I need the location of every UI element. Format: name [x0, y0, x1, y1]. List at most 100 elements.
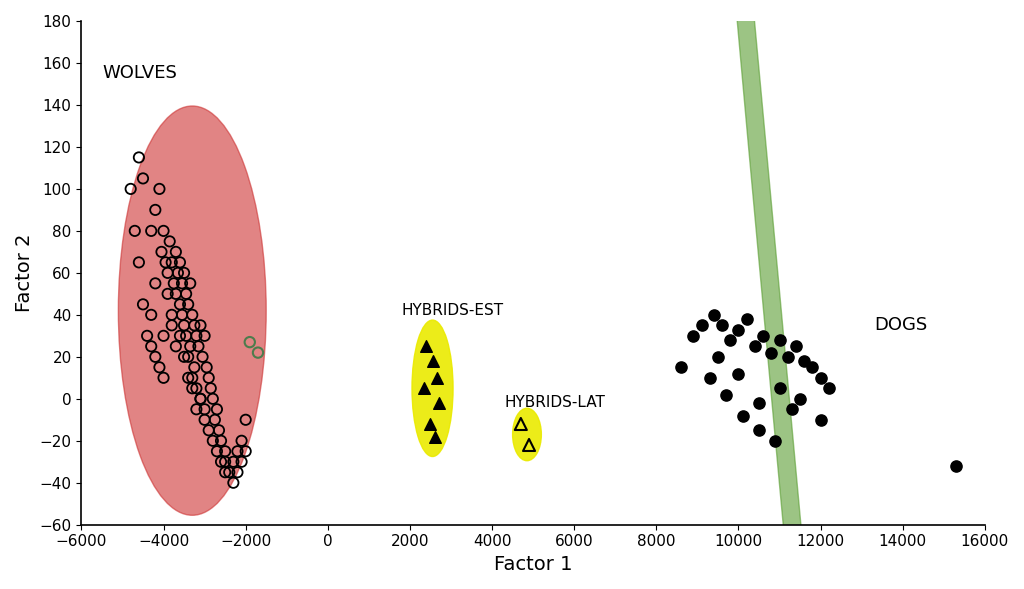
Y-axis label: Factor 2: Factor 2 [15, 234, 34, 312]
Point [763, 348, 779, 358]
Point [123, 184, 139, 194]
Point [693, 320, 710, 330]
Point [428, 373, 444, 382]
Point [225, 478, 242, 488]
Point [164, 257, 180, 267]
Point [779, 352, 796, 362]
Point [168, 289, 184, 299]
Point [156, 331, 172, 340]
Point [221, 468, 238, 477]
Point [207, 415, 223, 425]
Point [211, 426, 227, 435]
Point [229, 468, 246, 477]
Point [127, 226, 143, 236]
Point [178, 289, 195, 299]
Point [820, 383, 837, 393]
Ellipse shape [629, 0, 930, 589]
Point [164, 310, 180, 320]
Point [166, 279, 182, 288]
Point [734, 411, 751, 421]
Point [201, 426, 217, 435]
Point [426, 432, 442, 441]
Point [180, 352, 197, 362]
Point [188, 383, 205, 393]
Point [242, 337, 258, 347]
Point [209, 405, 225, 414]
X-axis label: Factor 1: Factor 1 [494, 555, 572, 574]
Point [158, 257, 174, 267]
Point [948, 461, 965, 471]
Point [746, 342, 763, 351]
Point [238, 415, 254, 425]
Point [135, 174, 152, 183]
Point [722, 335, 738, 345]
Point [730, 369, 746, 378]
Point [213, 436, 229, 445]
Text: HYBRIDS-EST: HYBRIDS-EST [401, 303, 504, 318]
Text: DOGS: DOGS [874, 316, 928, 335]
Point [147, 352, 164, 362]
Point [156, 226, 172, 236]
Point [233, 436, 250, 445]
Point [186, 363, 203, 372]
Point [233, 457, 250, 466]
Point [422, 419, 438, 429]
Point [197, 405, 213, 414]
Point [250, 348, 266, 358]
Point [176, 268, 193, 277]
Ellipse shape [412, 320, 453, 456]
Point [170, 268, 186, 277]
Point [730, 325, 746, 334]
Point [430, 398, 446, 408]
Point [217, 457, 233, 466]
Point [201, 373, 217, 382]
Point [792, 394, 808, 403]
Point [143, 310, 160, 320]
Text: HYBRIDS-LAT: HYBRIDS-LAT [505, 395, 605, 411]
Point [164, 320, 180, 330]
Point [812, 373, 828, 382]
Point [751, 398, 767, 408]
Point [225, 457, 242, 466]
Point [205, 436, 221, 445]
Point [197, 331, 213, 340]
Point [203, 383, 219, 393]
Point [162, 237, 178, 246]
Point [190, 342, 207, 351]
Point [783, 405, 800, 414]
Point [424, 356, 440, 366]
Point [139, 331, 156, 340]
Point [147, 279, 164, 288]
Point [143, 342, 160, 351]
Point [188, 331, 205, 340]
Point [751, 426, 767, 435]
Point [184, 310, 201, 320]
Point [685, 331, 701, 340]
Point [513, 419, 529, 429]
Point [418, 342, 434, 351]
Point [147, 205, 164, 214]
Point [205, 394, 221, 403]
Point [755, 331, 771, 340]
Point [184, 373, 201, 382]
Point [176, 320, 193, 330]
Point [172, 300, 188, 309]
Point [131, 153, 147, 162]
Point [238, 446, 254, 456]
Point [804, 363, 820, 372]
Point [217, 446, 233, 456]
Point [174, 310, 190, 320]
Point [673, 363, 689, 372]
Point [193, 394, 209, 403]
Point [172, 257, 188, 267]
Point [156, 373, 172, 382]
Point [168, 247, 184, 257]
Point [812, 415, 828, 425]
Point [160, 289, 176, 299]
Point [178, 331, 195, 340]
Point [209, 446, 225, 456]
Point [176, 352, 193, 362]
Point [710, 352, 726, 362]
Point [416, 383, 432, 393]
Point [199, 363, 215, 372]
